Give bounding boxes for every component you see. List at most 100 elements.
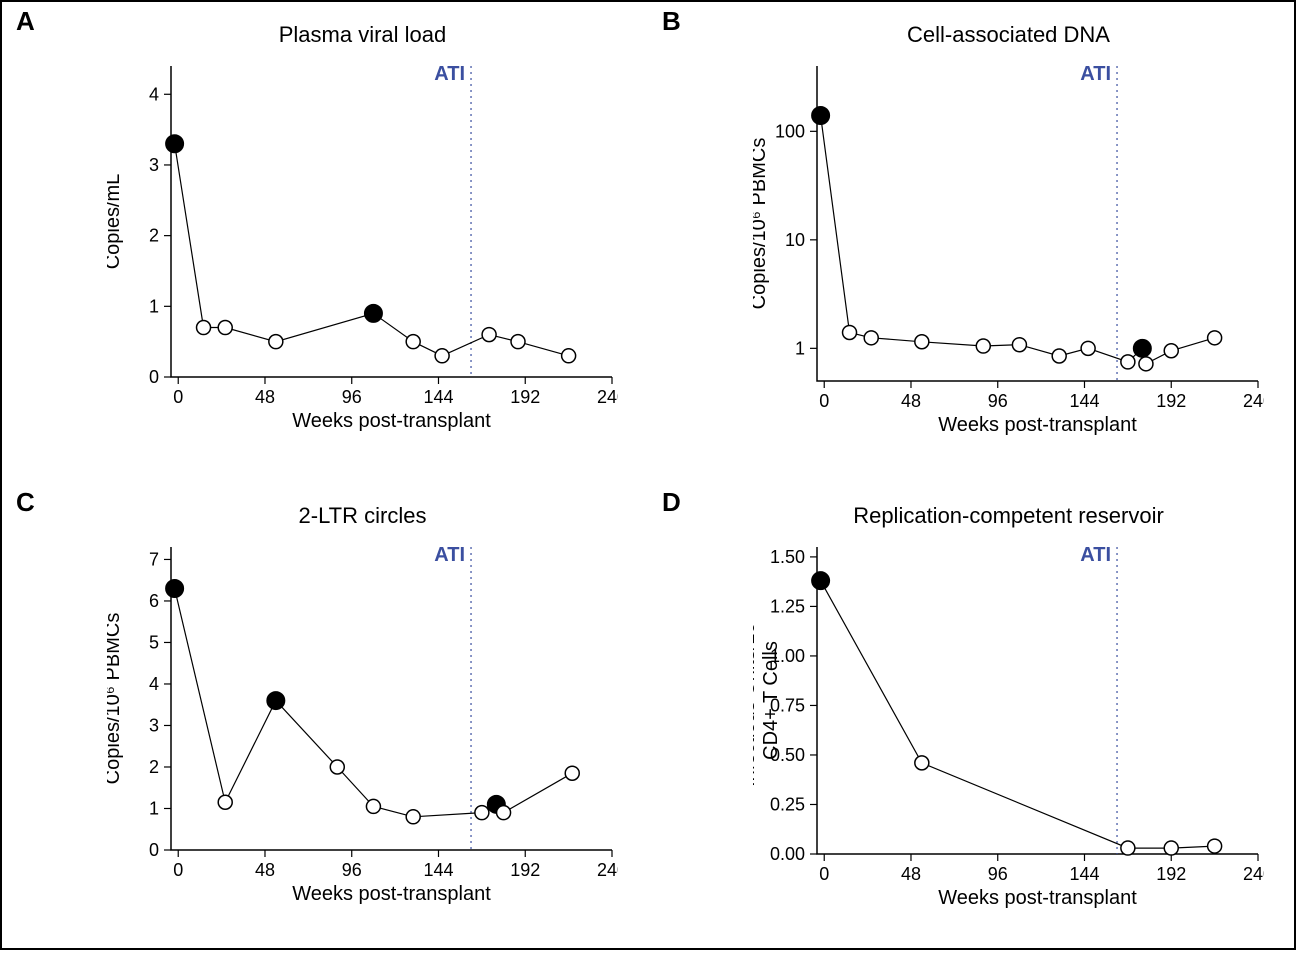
- svg-text:Weeks post-transplant: Weeks post-transplant: [292, 883, 491, 905]
- data-point-open: [843, 325, 857, 339]
- series-line: [175, 589, 573, 817]
- data-point-filled: [166, 135, 184, 153]
- panel-title-A: Plasma viral load: [107, 22, 618, 48]
- svg-text:240: 240: [597, 387, 618, 407]
- svg-text:0: 0: [173, 860, 183, 880]
- ati-label: ATI: [434, 63, 465, 85]
- svg-text:96: 96: [988, 391, 1008, 411]
- svg-text:1.25: 1.25: [770, 596, 805, 616]
- svg-text:240: 240: [597, 860, 618, 880]
- svg-text:0: 0: [819, 391, 829, 411]
- data-point-open: [197, 321, 211, 335]
- panel-D: D Replication-competent reservoir 048961…: [648, 483, 1294, 956]
- data-point-open: [482, 328, 496, 342]
- data-point-filled: [812, 106, 830, 124]
- plot-B: 04896144192240Weeks post-transplant11010…: [753, 54, 1264, 447]
- svg-text:144: 144: [1069, 391, 1099, 411]
- svg-text:144: 144: [1069, 864, 1099, 884]
- panel-letter-A: A: [16, 6, 35, 37]
- svg-text:7: 7: [149, 549, 159, 569]
- svg-text:0: 0: [173, 387, 183, 407]
- svg-text:1.50: 1.50: [770, 547, 805, 567]
- panels-grid: A Plasma viral load 04896144192240Weeks …: [2, 2, 1294, 948]
- svg-text:96: 96: [342, 387, 362, 407]
- panel-title-C: 2-LTR circles: [107, 503, 618, 529]
- data-point-open: [1164, 841, 1178, 855]
- data-point-open: [218, 795, 232, 809]
- svg-text:Copies/10⁶ PBMCs: Copies/10⁶ PBMCs: [753, 138, 770, 310]
- svg-text:Copies/mL: Copies/mL: [107, 174, 124, 270]
- data-point-open: [435, 349, 449, 363]
- series-line: [821, 116, 1215, 364]
- svg-text:2: 2: [149, 226, 159, 246]
- data-point-open: [475, 806, 489, 820]
- panel-letter-C: C: [16, 487, 35, 518]
- data-point-open: [1164, 344, 1178, 358]
- data-point-open: [565, 766, 579, 780]
- data-point-filled: [1133, 339, 1151, 357]
- svg-text:192: 192: [510, 387, 540, 407]
- data-point-open: [1208, 839, 1222, 853]
- data-point-open: [511, 335, 525, 349]
- svg-text:192: 192: [510, 860, 540, 880]
- panel-title-B: Cell-associated DNA: [753, 22, 1264, 48]
- data-point-open: [406, 810, 420, 824]
- data-point-open: [269, 335, 283, 349]
- svg-text:192: 192: [1156, 864, 1186, 884]
- panel-letter-B: B: [662, 6, 681, 37]
- svg-text:4: 4: [149, 674, 159, 694]
- ati-label: ATI: [434, 544, 465, 566]
- svg-text:96: 96: [988, 864, 1008, 884]
- data-point-open: [864, 331, 878, 345]
- svg-text:Copies/10⁶ PBMCs: Copies/10⁶ PBMCs: [107, 613, 124, 785]
- svg-text:Weeks post-transplant: Weeks post-transplant: [938, 887, 1137, 909]
- svg-text:48: 48: [255, 387, 275, 407]
- data-point-open: [1139, 357, 1153, 371]
- chart-svg: 04896144192240Weeks post-transplant01234…: [107, 54, 618, 439]
- chart-svg: 04896144192240Weeks post-transplant01234…: [107, 535, 618, 912]
- svg-text:3: 3: [149, 155, 159, 175]
- svg-text:1: 1: [149, 296, 159, 316]
- svg-text:5: 5: [149, 632, 159, 652]
- plot-D: 04896144192240Weeks post-transplant0.000…: [753, 535, 1264, 920]
- data-point-open: [406, 335, 420, 349]
- data-point-open: [497, 806, 511, 820]
- data-point-open: [1081, 341, 1095, 355]
- data-point-open: [1121, 355, 1135, 369]
- data-point-filled: [267, 692, 285, 710]
- svg-text:0.25: 0.25: [770, 794, 805, 814]
- data-point-filled: [166, 580, 184, 598]
- series-line: [175, 144, 569, 356]
- svg-text:Weeks post-transplant: Weeks post-transplant: [938, 414, 1137, 436]
- svg-text:48: 48: [901, 391, 921, 411]
- svg-text:48: 48: [901, 864, 921, 884]
- panel-A: A Plasma viral load 04896144192240Weeks …: [2, 2, 648, 483]
- data-point-open: [562, 349, 576, 363]
- chart-svg: 04896144192240Weeks post-transplant11010…: [753, 54, 1264, 443]
- svg-text:6: 6: [149, 591, 159, 611]
- svg-text:144: 144: [423, 387, 453, 407]
- data-point-open: [1208, 331, 1222, 345]
- svg-text:0: 0: [149, 840, 159, 860]
- svg-text:96: 96: [342, 860, 362, 880]
- svg-text:100: 100: [775, 121, 805, 141]
- panel-C: C 2-LTR circles 04896144192240Weeks post…: [2, 483, 648, 956]
- data-point-filled: [812, 572, 830, 590]
- panel-B: B Cell-associated DNA 04896144192240Week…: [648, 2, 1294, 483]
- svg-text:10: 10: [785, 230, 805, 250]
- data-point-filled: [364, 304, 382, 322]
- figure-root: A Plasma viral load 04896144192240Weeks …: [0, 0, 1296, 950]
- series-line: [821, 581, 1215, 848]
- data-point-open: [218, 321, 232, 335]
- svg-text:48: 48: [255, 860, 275, 880]
- svg-text:240: 240: [1243, 391, 1264, 411]
- svg-text:1: 1: [795, 338, 805, 358]
- panel-letter-D: D: [662, 487, 681, 518]
- data-point-open: [1012, 338, 1026, 352]
- ati-label: ATI: [1080, 63, 1111, 85]
- svg-text:240: 240: [1243, 864, 1264, 884]
- data-point-open: [915, 756, 929, 770]
- data-point-open: [976, 339, 990, 353]
- data-point-open: [366, 799, 380, 813]
- svg-text:1: 1: [149, 798, 159, 818]
